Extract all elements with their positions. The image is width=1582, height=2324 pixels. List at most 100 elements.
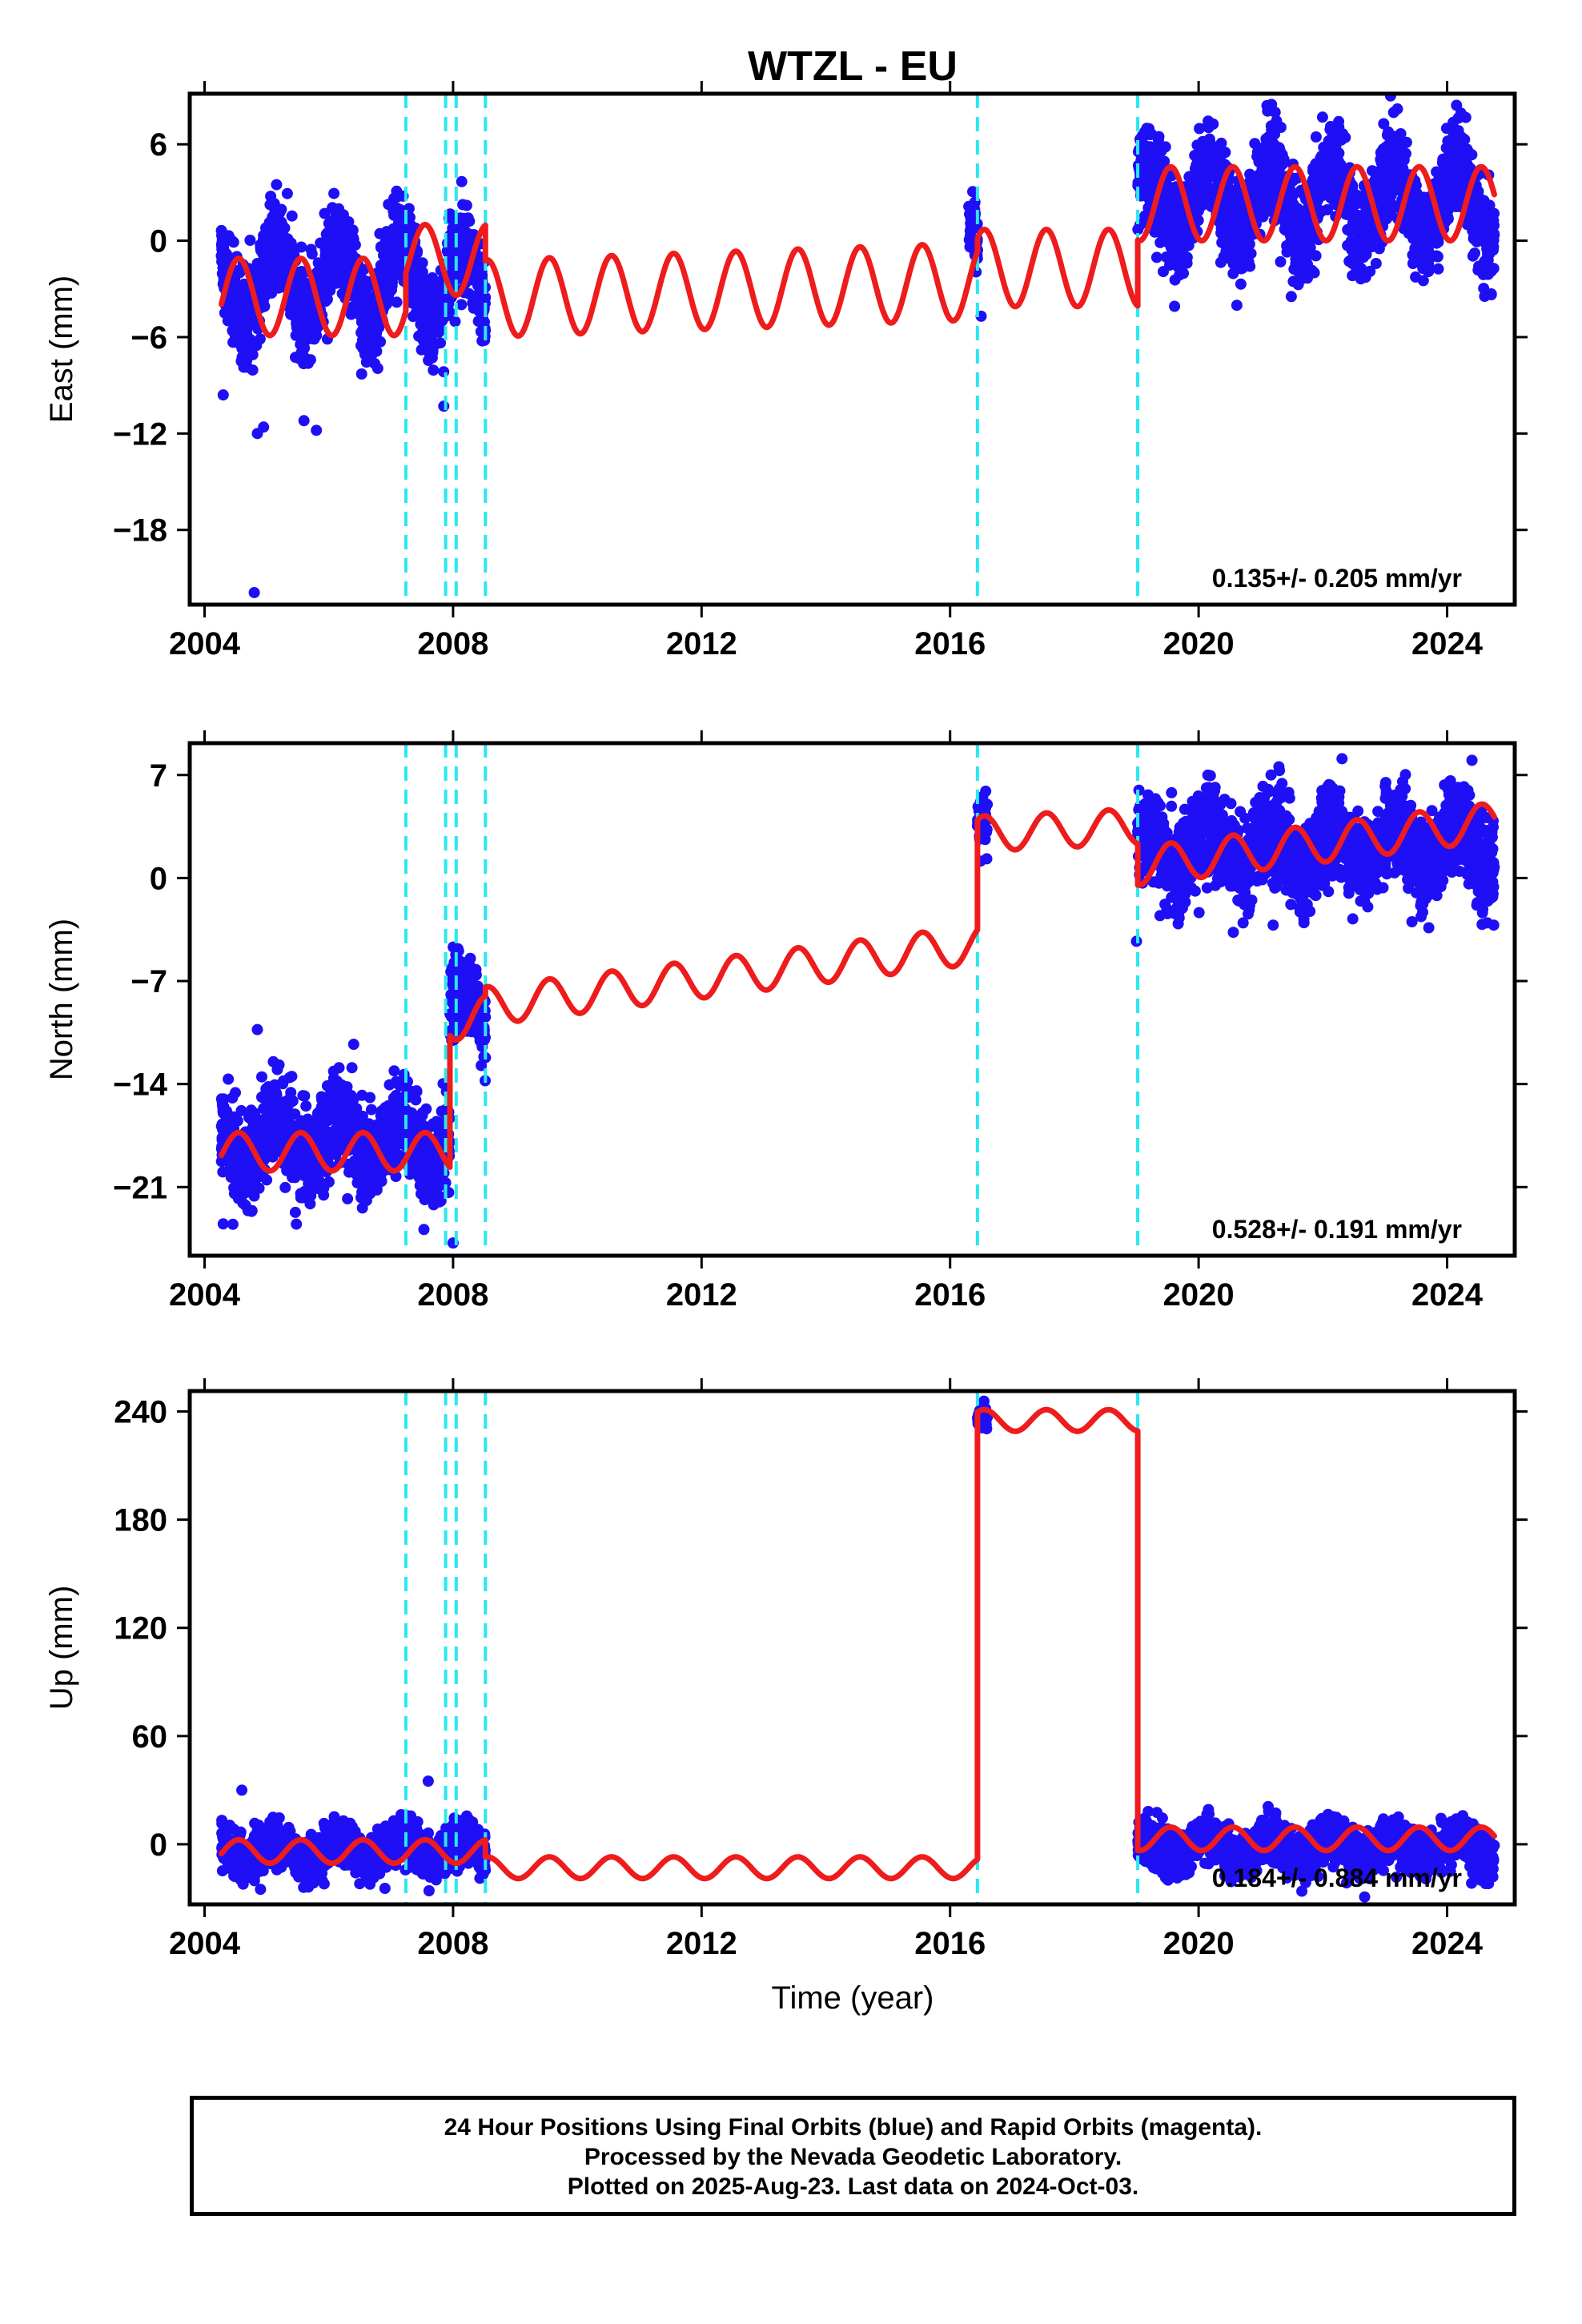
observation-point [1415, 253, 1427, 265]
observation-point [255, 276, 267, 288]
observation-point [1359, 195, 1370, 207]
observation-point [1195, 166, 1207, 178]
observation-point [457, 223, 469, 235]
observation-point [1213, 146, 1225, 158]
observation-point [1388, 162, 1399, 174]
observation-point [424, 1192, 436, 1204]
observation-point [1180, 224, 1192, 236]
observation-point [1423, 236, 1435, 248]
observation-point [1285, 291, 1297, 303]
x-tick-label-east: 2012 [666, 626, 737, 661]
observation-point [1325, 121, 1336, 132]
observation-point [283, 1122, 295, 1134]
observation-point [260, 250, 271, 262]
observation-point [433, 310, 445, 321]
observation-point [1432, 263, 1444, 275]
observation-point [1137, 130, 1148, 142]
observation-point [311, 1111, 323, 1123]
observation-point [1349, 253, 1361, 265]
observation-point [1305, 247, 1317, 259]
observation-point [395, 204, 407, 215]
y-axis-label-north: North (mm) [44, 919, 79, 1080]
observation-point [1454, 139, 1465, 151]
y-tick-label-east: −12 [113, 416, 167, 452]
observation-point [248, 1190, 260, 1202]
observation-point [1227, 204, 1239, 215]
observation-point [1242, 259, 1254, 271]
observation-point [446, 255, 458, 267]
observation-point [241, 355, 253, 367]
observation-point [1488, 235, 1499, 247]
observation-point [1181, 251, 1193, 263]
observation-point [1445, 156, 1457, 168]
y-tick-label-east: 0 [150, 224, 167, 259]
observation-point [379, 1106, 391, 1118]
observation-point [343, 255, 355, 267]
observation-point [428, 364, 440, 376]
observation-point [460, 199, 472, 211]
observation-point [1158, 191, 1170, 203]
observation-point [279, 1181, 291, 1193]
observation-point [1479, 214, 1491, 226]
observation-point [384, 275, 396, 287]
observation-point [266, 1132, 278, 1144]
observation-point [1146, 159, 1158, 170]
observation-point [239, 304, 251, 316]
observation-point [330, 268, 342, 280]
observation-point [1415, 244, 1426, 255]
observation-point [273, 272, 285, 284]
observation-point [244, 313, 256, 324]
observation-point [375, 241, 387, 253]
chart-title: WTZL - EU [748, 43, 958, 90]
observation-point [1228, 237, 1240, 249]
observation-point [1166, 183, 1178, 195]
observation-point [295, 346, 307, 358]
observation-point [1359, 236, 1371, 248]
observation-point [391, 296, 403, 308]
observation-point [444, 229, 456, 241]
observation-point [354, 1160, 366, 1172]
observation-point [247, 364, 259, 376]
observation-point [383, 1143, 395, 1155]
observation-point [251, 258, 263, 269]
observation-point [967, 186, 978, 198]
observation-point [1196, 181, 1208, 193]
observation-point [1258, 193, 1270, 205]
observation-point [230, 1087, 241, 1099]
observation-point [249, 1120, 261, 1132]
x-tick-label-east: 2020 [1163, 626, 1235, 661]
observation-point [215, 239, 227, 251]
observation-point [364, 1188, 376, 1200]
observation-point [226, 287, 238, 299]
observation-point [1235, 278, 1247, 290]
y-tick-label-north: −14 [113, 1068, 168, 1103]
observation-point [1172, 255, 1184, 267]
y-tick-label-north: 7 [150, 758, 167, 794]
y-axis-label-east: East (mm) [44, 275, 79, 423]
observation-point [295, 266, 307, 277]
observation-point [322, 235, 334, 247]
observation-point [384, 1123, 396, 1135]
observation-point [1419, 226, 1431, 238]
outlier-point [298, 415, 310, 427]
observation-point [274, 240, 286, 252]
observation-point [1280, 208, 1291, 220]
observation-point [445, 211, 456, 223]
observation-point [435, 1167, 446, 1179]
observation-point [455, 264, 467, 276]
observation-point [286, 1166, 298, 1178]
observation-point [1220, 245, 1232, 257]
observation-point [1329, 163, 1341, 175]
observation-point [1153, 131, 1165, 143]
observation-point [290, 299, 302, 311]
outlier-point [311, 424, 323, 436]
observation-point [227, 1218, 239, 1230]
observation-point [286, 1071, 298, 1083]
observation-point [295, 241, 307, 253]
observation-point [424, 319, 436, 331]
observation-point [266, 1093, 278, 1105]
observation-point [1387, 145, 1399, 157]
observation-point [1315, 171, 1327, 183]
